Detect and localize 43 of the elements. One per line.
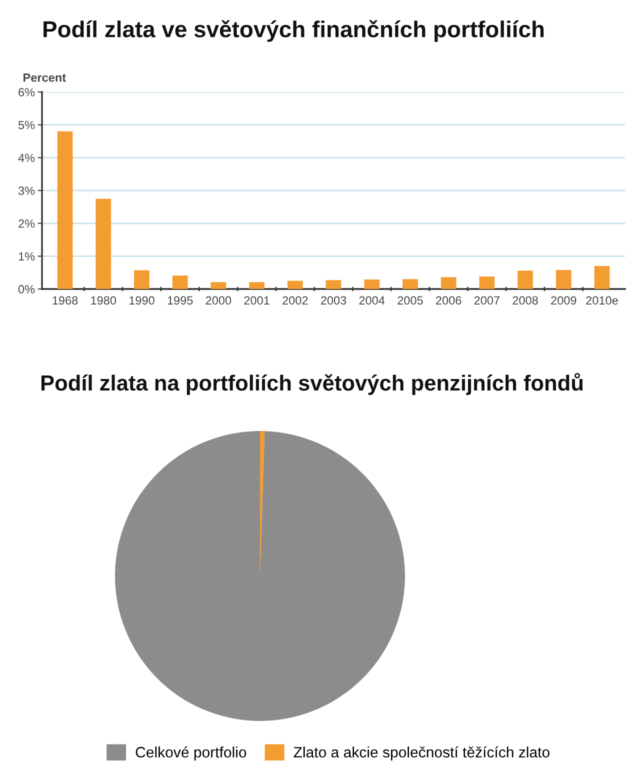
bar <box>96 198 112 289</box>
bar <box>249 282 264 289</box>
bar <box>594 266 610 289</box>
bar <box>287 280 303 289</box>
x-tick-label: 2002 <box>282 296 308 305</box>
x-tick-label: 1968 <box>52 296 78 305</box>
bar <box>402 279 418 289</box>
x-tick-label: 1995 <box>168 296 193 305</box>
bar <box>440 277 456 289</box>
bar <box>134 270 150 289</box>
x-tick-label: 2006 <box>436 296 462 305</box>
x-tick-label: 2007 <box>474 296 500 305</box>
x-tick-label: 1990 <box>129 296 154 305</box>
y-tick-label: 0% <box>18 285 35 294</box>
bar <box>518 270 533 289</box>
y-tick-label: 6% <box>18 88 35 96</box>
x-tick-label: 2008 <box>512 296 538 305</box>
bar <box>556 270 572 289</box>
chart-title: Podíl zlata ve světových finančních portfoliích <box>44 20 544 42</box>
x-tick-label: 2003 <box>320 296 346 305</box>
bar <box>364 279 380 289</box>
y-tick-label: 2% <box>18 219 35 228</box>
chart-title: Podíl zlata na portfoliích světových penzijních fondů <box>41 372 583 396</box>
x-tick-label: 2010e <box>586 296 618 305</box>
x-tick-label: 2004 <box>359 296 385 305</box>
bar <box>57 131 73 289</box>
bar <box>326 280 342 289</box>
pie-slice <box>115 431 405 721</box>
legend-label: Celkové portfolio <box>136 746 246 761</box>
y-tick-label: 4% <box>18 154 35 162</box>
x-tick-label: 2001 <box>244 296 270 305</box>
bar <box>172 276 188 289</box>
x-tick-label: 1980 <box>91 296 116 305</box>
y-tick-label: 5% <box>18 120 35 130</box>
y-tick-label: 3% <box>18 186 35 195</box>
x-tick-label: 2000 <box>206 296 232 305</box>
x-tick-label: 2005 <box>398 296 423 305</box>
y-axis-title: Percent <box>24 74 66 82</box>
bar <box>479 276 495 289</box>
bar <box>210 282 226 289</box>
legend-label: Zlato a akcie společností těžících zlato <box>294 746 550 761</box>
y-tick-label: 1% <box>18 252 35 261</box>
x-tick-label: 2009 <box>551 296 576 305</box>
